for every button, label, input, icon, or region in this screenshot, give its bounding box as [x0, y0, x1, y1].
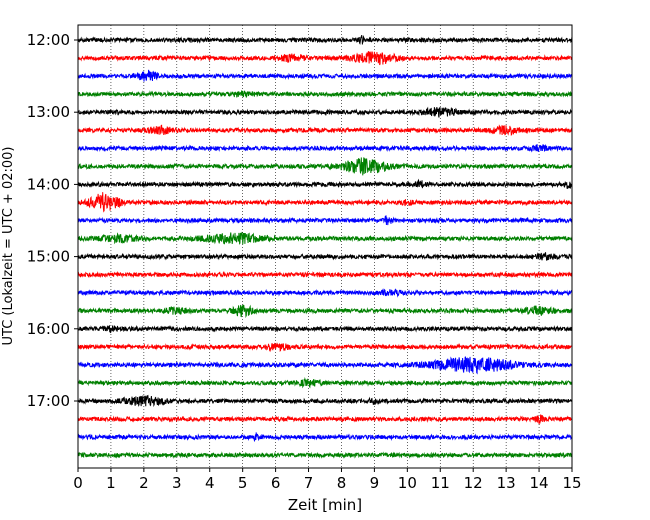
x-tick-label: 13: [497, 474, 516, 492]
x-tick-label: 7: [304, 474, 314, 492]
y-axis-label: UTC (Lokalzeit = UTC + 02:00): [1, 147, 16, 346]
trace-1230: [77, 69, 573, 82]
trace-1300: [77, 106, 573, 118]
x-tick-label: 4: [205, 474, 215, 492]
trace-1745: [77, 451, 573, 459]
minute-grid: [110, 25, 540, 468]
trace-1515: [77, 270, 573, 279]
x-tick-label: 2: [139, 474, 149, 492]
trace-1730: [77, 432, 573, 443]
trace-1445: [77, 231, 573, 245]
x-tick-label: 0: [73, 474, 83, 492]
trace-1700: [77, 394, 573, 408]
trace-1430: [77, 215, 573, 226]
x-axis-label: Zeit [min]: [288, 496, 362, 514]
trace-1545: [77, 304, 573, 319]
trace-1330: [77, 143, 573, 153]
trace-1715: [77, 414, 573, 425]
y-axis-ticks: 12:00 13:00 14:00 15:00 16:00 17:00: [27, 31, 78, 410]
y-tick-label: 12:00: [27, 31, 70, 49]
plot-background: [78, 25, 572, 468]
trace-1245: [77, 90, 573, 98]
trace-1615: [77, 342, 573, 353]
x-tick-label: 12: [464, 474, 483, 492]
x-tick-label: 1: [106, 474, 116, 492]
x-tick-label: 15: [562, 474, 581, 492]
x-tick-label: 10: [398, 474, 417, 492]
x-tick-label: 6: [271, 474, 281, 492]
y-tick-label: 14:00: [27, 175, 70, 193]
x-tick-label: 5: [238, 474, 248, 492]
trace-1630: [77, 356, 573, 375]
trace-1415: [77, 192, 573, 213]
trace-1315: [77, 124, 573, 136]
plot-frame: [77, 24, 573, 469]
x-tick-label: 11: [431, 474, 450, 492]
y-tick-label: 17:00: [27, 392, 70, 410]
seismogram-traces: [77, 34, 573, 459]
y-tick-label: 13:00: [27, 103, 70, 121]
x-tick-label: 3: [172, 474, 182, 492]
trace-1215: [77, 51, 573, 66]
trace-1600: [77, 324, 573, 334]
x-tick-label: 8: [337, 474, 347, 492]
y-tick-label: 16:00: [27, 320, 70, 338]
y-tick-label: 15:00: [27, 248, 70, 266]
trace-1200: [77, 34, 573, 45]
x-tick-label: 14: [530, 474, 549, 492]
trace-1530: [77, 288, 573, 298]
x-tick-label: 9: [370, 474, 380, 492]
trace-1645: [77, 377, 573, 389]
trace-1400: [77, 178, 573, 189]
trace-1500: [77, 252, 573, 261]
trace-1345: [77, 157, 573, 176]
x-axis-ticks: 0 1 2 3 4 5 6 7 8 9 10 11 12 13 14 15: [73, 468, 582, 492]
